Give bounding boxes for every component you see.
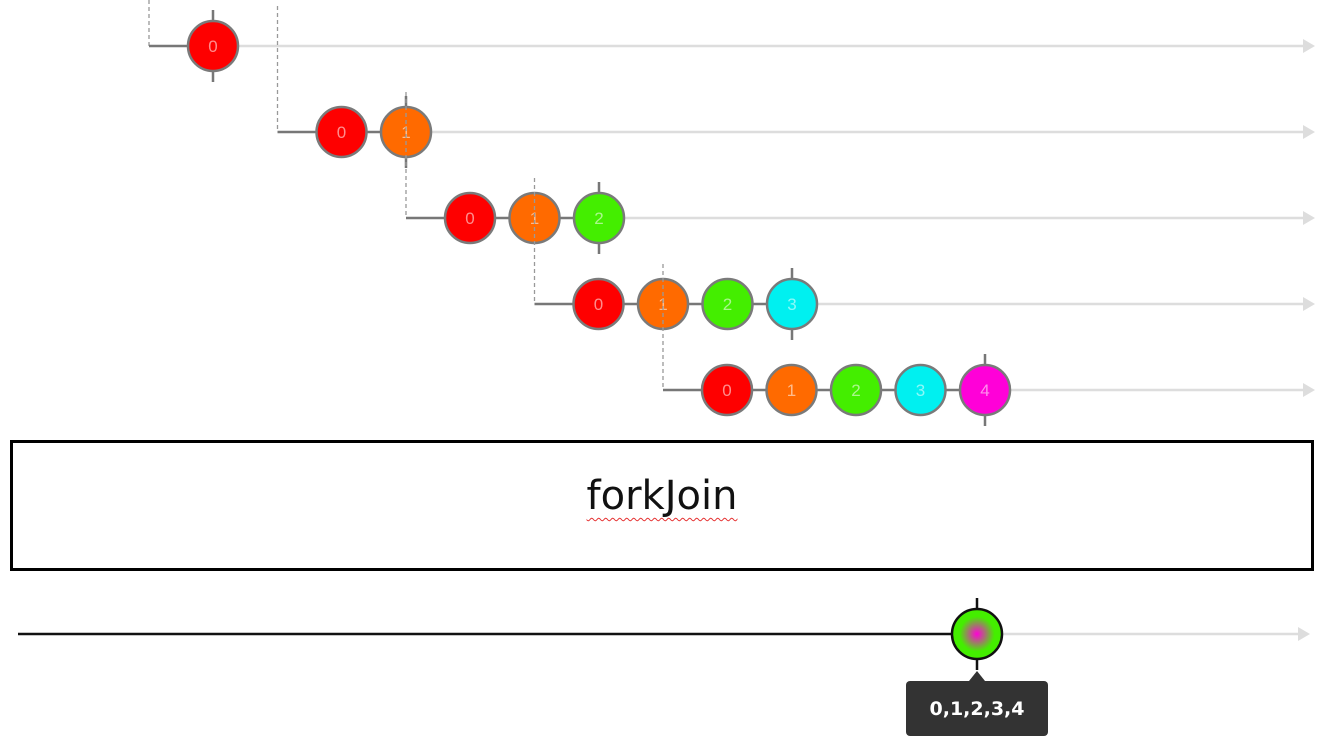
operator-name: forkJoin <box>586 473 738 519</box>
input-stream-4: 0 1 2 3 4 <box>662 264 1315 426</box>
marble-label: 4 <box>980 381 989 400</box>
timeline-arrow <box>1303 383 1315 397</box>
marble-label: 0 <box>465 209 474 228</box>
marble-0 <box>186 19 240 73</box>
output-timeline-arrow <box>1298 627 1310 641</box>
marble-0 <box>443 191 497 245</box>
marble-label: 3 <box>787 295 796 314</box>
marble-0 <box>315 105 368 159</box>
marble-label: 2 <box>594 209 603 228</box>
marble-1 <box>765 363 818 417</box>
marble-label: 0 <box>594 295 603 314</box>
marble-2 <box>701 277 754 331</box>
marble-label: 1 <box>658 295 667 314</box>
marble-3 <box>765 277 819 331</box>
timeline-arrow <box>1303 297 1315 311</box>
result-tooltip: 0,1,2,3,4 <box>906 671 1048 736</box>
marble-label: 1 <box>401 123 410 142</box>
marble-4 <box>958 363 1012 417</box>
timeline-arrow <box>1303 39 1315 53</box>
input-stream-3: 0 1 2 3 <box>533 178 1315 340</box>
output-observable <box>18 598 1310 670</box>
timeline-arrow <box>1303 211 1315 225</box>
marble-0 <box>572 277 625 331</box>
marble-label: 2 <box>723 295 732 314</box>
marble-2 <box>829 363 883 417</box>
input-stream-0: 0 <box>148 0 1315 82</box>
marble-label: 0 <box>208 37 217 56</box>
input-stream-2: 0 1 2 <box>405 92 1315 254</box>
marble-3 <box>894 363 947 417</box>
marble-label: 0 <box>722 381 731 400</box>
marble-label: 3 <box>916 381 925 400</box>
output-marble <box>950 607 1004 661</box>
operator-box: forkJoin <box>10 440 1314 571</box>
marble-label: 2 <box>851 381 860 400</box>
marble-label: 0 <box>337 123 346 142</box>
timeline-arrow <box>1303 125 1315 139</box>
input-observables: 00 10 1 20 1 2 30 1 2 3 4 <box>148 0 1315 426</box>
marble-0 <box>700 363 754 417</box>
marble-2 <box>572 191 626 245</box>
marble-label: 1 <box>530 209 539 228</box>
marble-label: 1 <box>787 381 796 400</box>
